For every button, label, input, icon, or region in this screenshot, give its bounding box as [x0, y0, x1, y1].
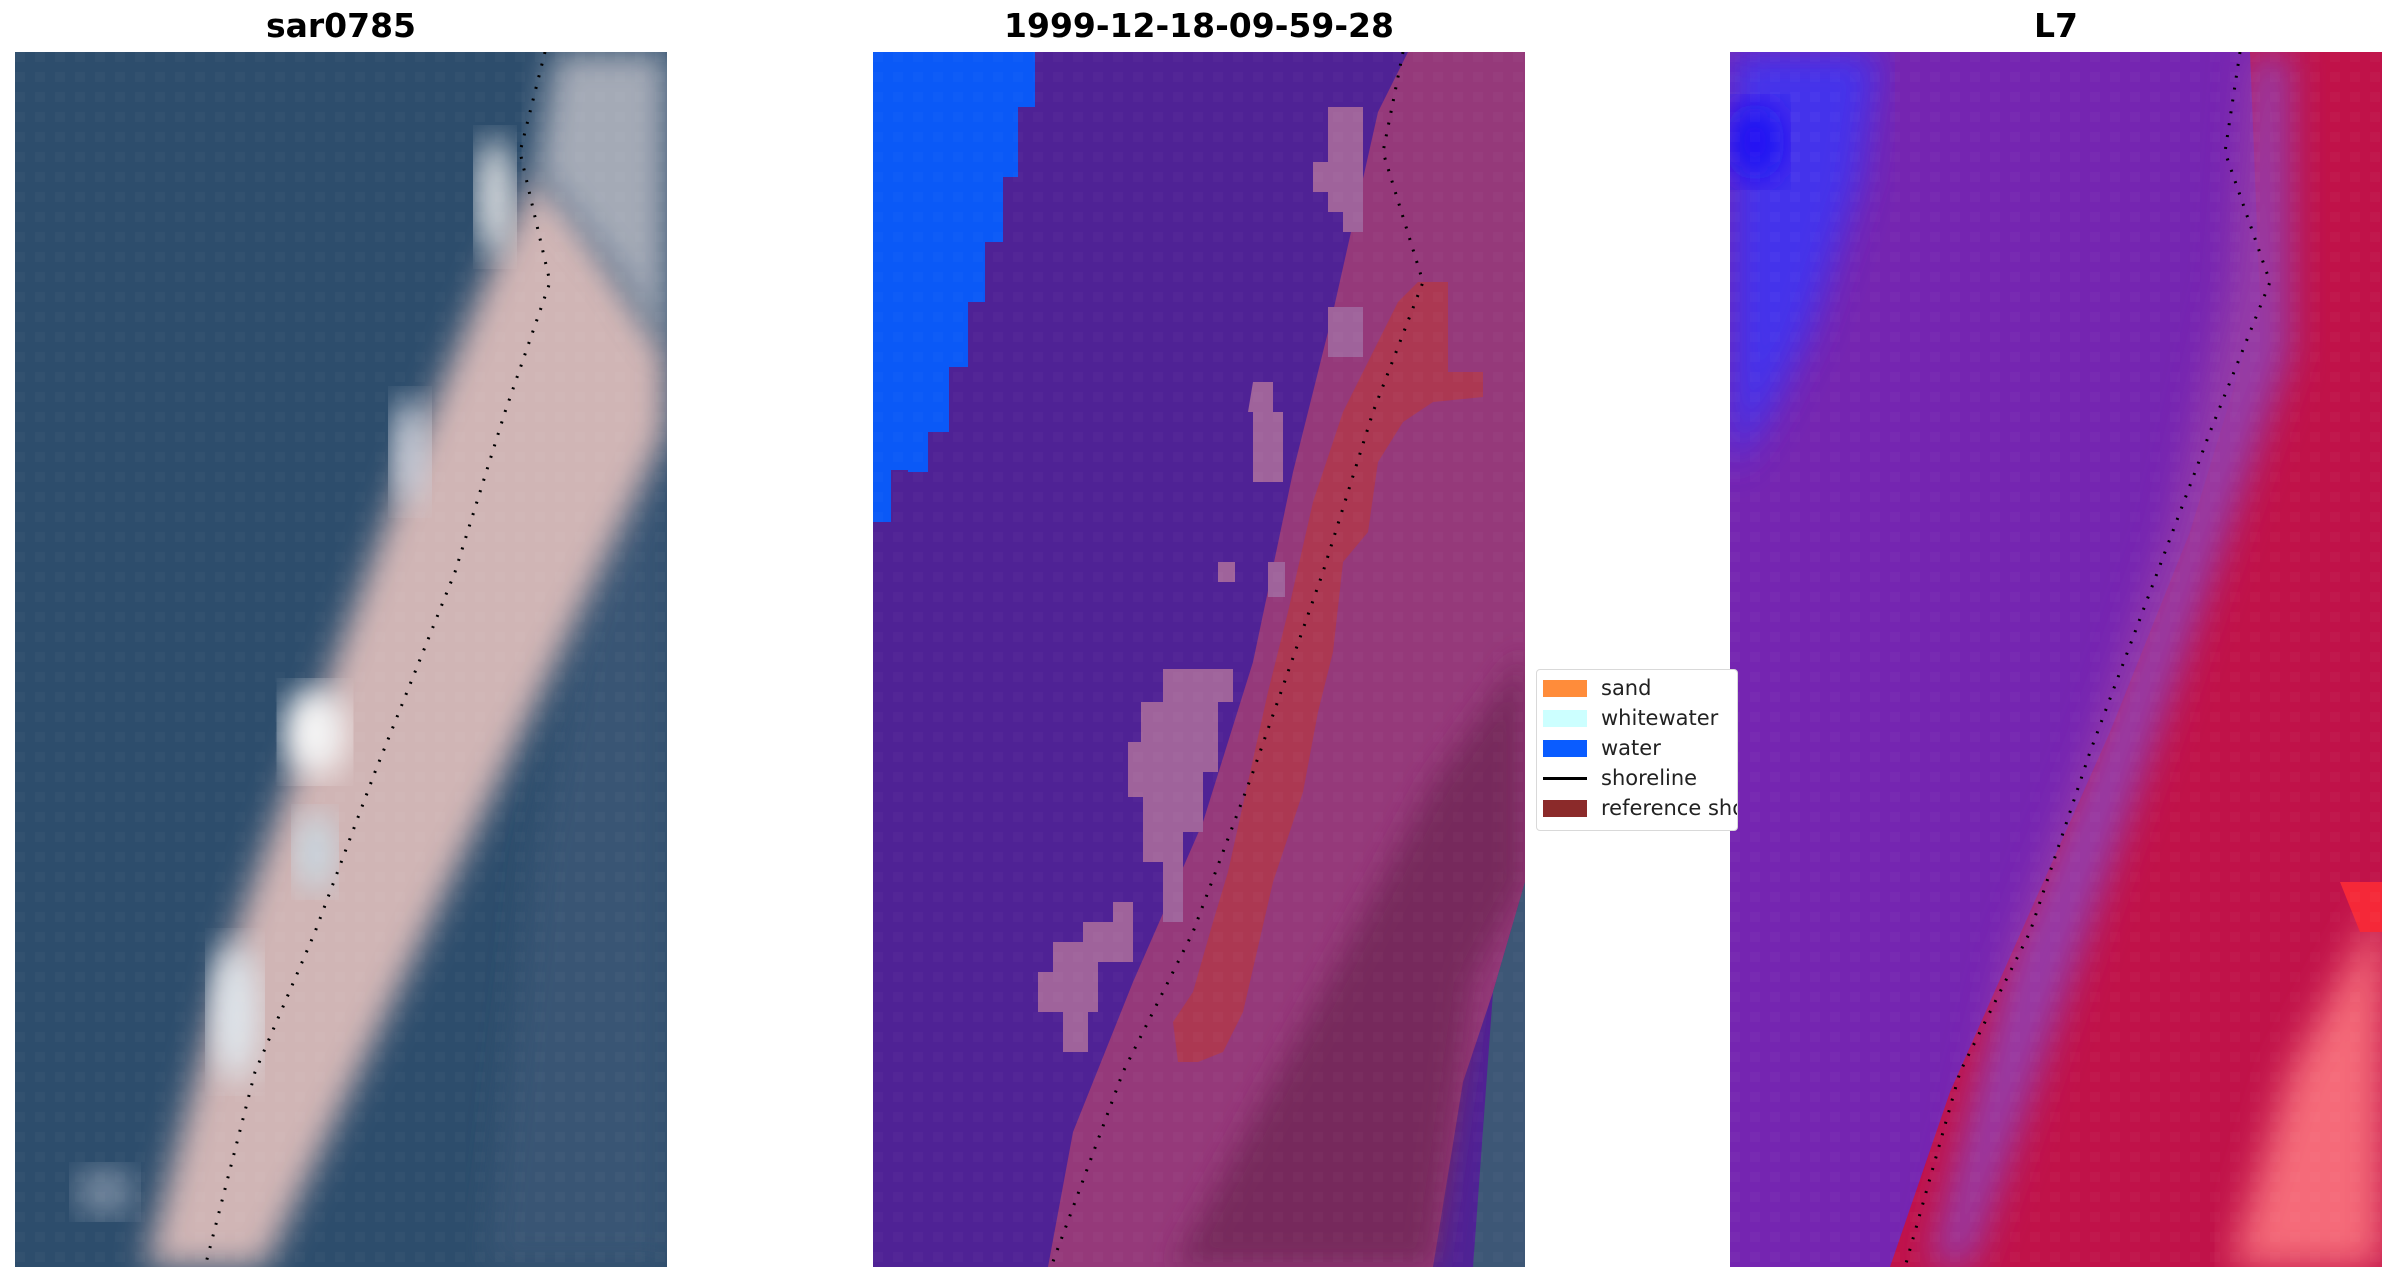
mndwi-image [1730, 52, 2382, 1267]
panel-title-rgb: sar0785 [265, 6, 417, 45]
legend-item-reference-shoreline: reference shoreline [1543, 796, 1737, 820]
rgb-satellite-image-graphic [15, 52, 667, 1267]
legend-label-sand: sand [1601, 676, 1652, 700]
sand-swatch [1543, 679, 1587, 697]
whitewater-swatch [1543, 709, 1587, 727]
shoreline-line-swatch [1543, 776, 1587, 780]
legend-label-whitewater: whitewater [1601, 706, 1719, 730]
reference-shoreline-swatch [1543, 799, 1587, 817]
water-swatch [1543, 739, 1587, 757]
rgb-satellite-image [15, 52, 667, 1267]
legend-label-water: water [1601, 736, 1661, 760]
panel-title-classified: 1999-12-18-09-59-28 [1004, 6, 1394, 45]
legend: sand whitewater water shoreline referenc… [1536, 669, 1738, 831]
mndwi-image-graphic [1730, 52, 2382, 1267]
legend-label-reference-shoreline: reference shoreline [1601, 796, 1737, 820]
legend-item-whitewater: whitewater [1543, 706, 1718, 730]
legend-label-shoreline: shoreline [1601, 766, 1698, 790]
classified-image-graphic [873, 52, 1525, 1267]
legend-item-water: water [1543, 736, 1661, 760]
legend-item-shoreline: shoreline [1543, 766, 1697, 790]
panel-title-mndwi: L7 [2034, 6, 2078, 45]
legend-item-sand: sand [1543, 676, 1651, 700]
classified-image [873, 52, 1525, 1267]
